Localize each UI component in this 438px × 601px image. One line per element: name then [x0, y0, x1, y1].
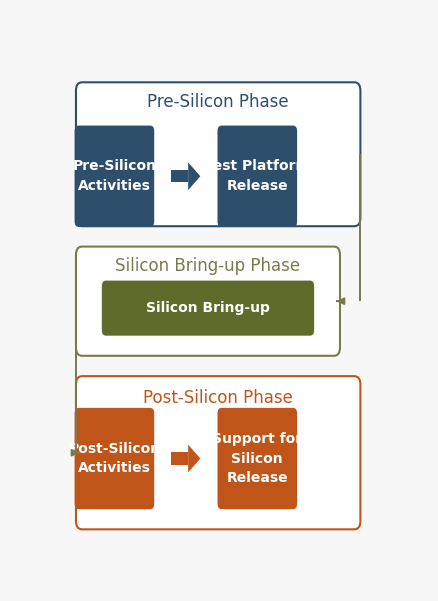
FancyBboxPatch shape [217, 126, 297, 227]
FancyBboxPatch shape [171, 453, 188, 465]
FancyBboxPatch shape [76, 82, 360, 226]
Text: Pre-Silicon Phase: Pre-Silicon Phase [147, 93, 288, 111]
Text: Silicon Bring-up Phase: Silicon Bring-up Phase [115, 257, 300, 275]
FancyBboxPatch shape [76, 246, 339, 356]
Polygon shape [188, 445, 200, 472]
FancyBboxPatch shape [171, 170, 188, 183]
Text: Test Platform
Release: Test Platform Release [205, 159, 309, 193]
FancyBboxPatch shape [217, 408, 297, 509]
Text: Support for
Silicon
Release: Support for Silicon Release [212, 432, 302, 485]
FancyBboxPatch shape [76, 376, 360, 529]
Polygon shape [188, 162, 200, 190]
FancyBboxPatch shape [74, 126, 154, 227]
Text: Silicon Bring-up: Silicon Bring-up [146, 301, 269, 315]
Text: Post-Silicon
Activities: Post-Silicon Activities [68, 442, 160, 475]
Text: Post-Silicon Phase: Post-Silicon Phase [143, 389, 293, 407]
FancyBboxPatch shape [102, 281, 314, 336]
Text: Pre-Silicon
Activities: Pre-Silicon Activities [72, 159, 156, 193]
FancyBboxPatch shape [74, 408, 154, 509]
